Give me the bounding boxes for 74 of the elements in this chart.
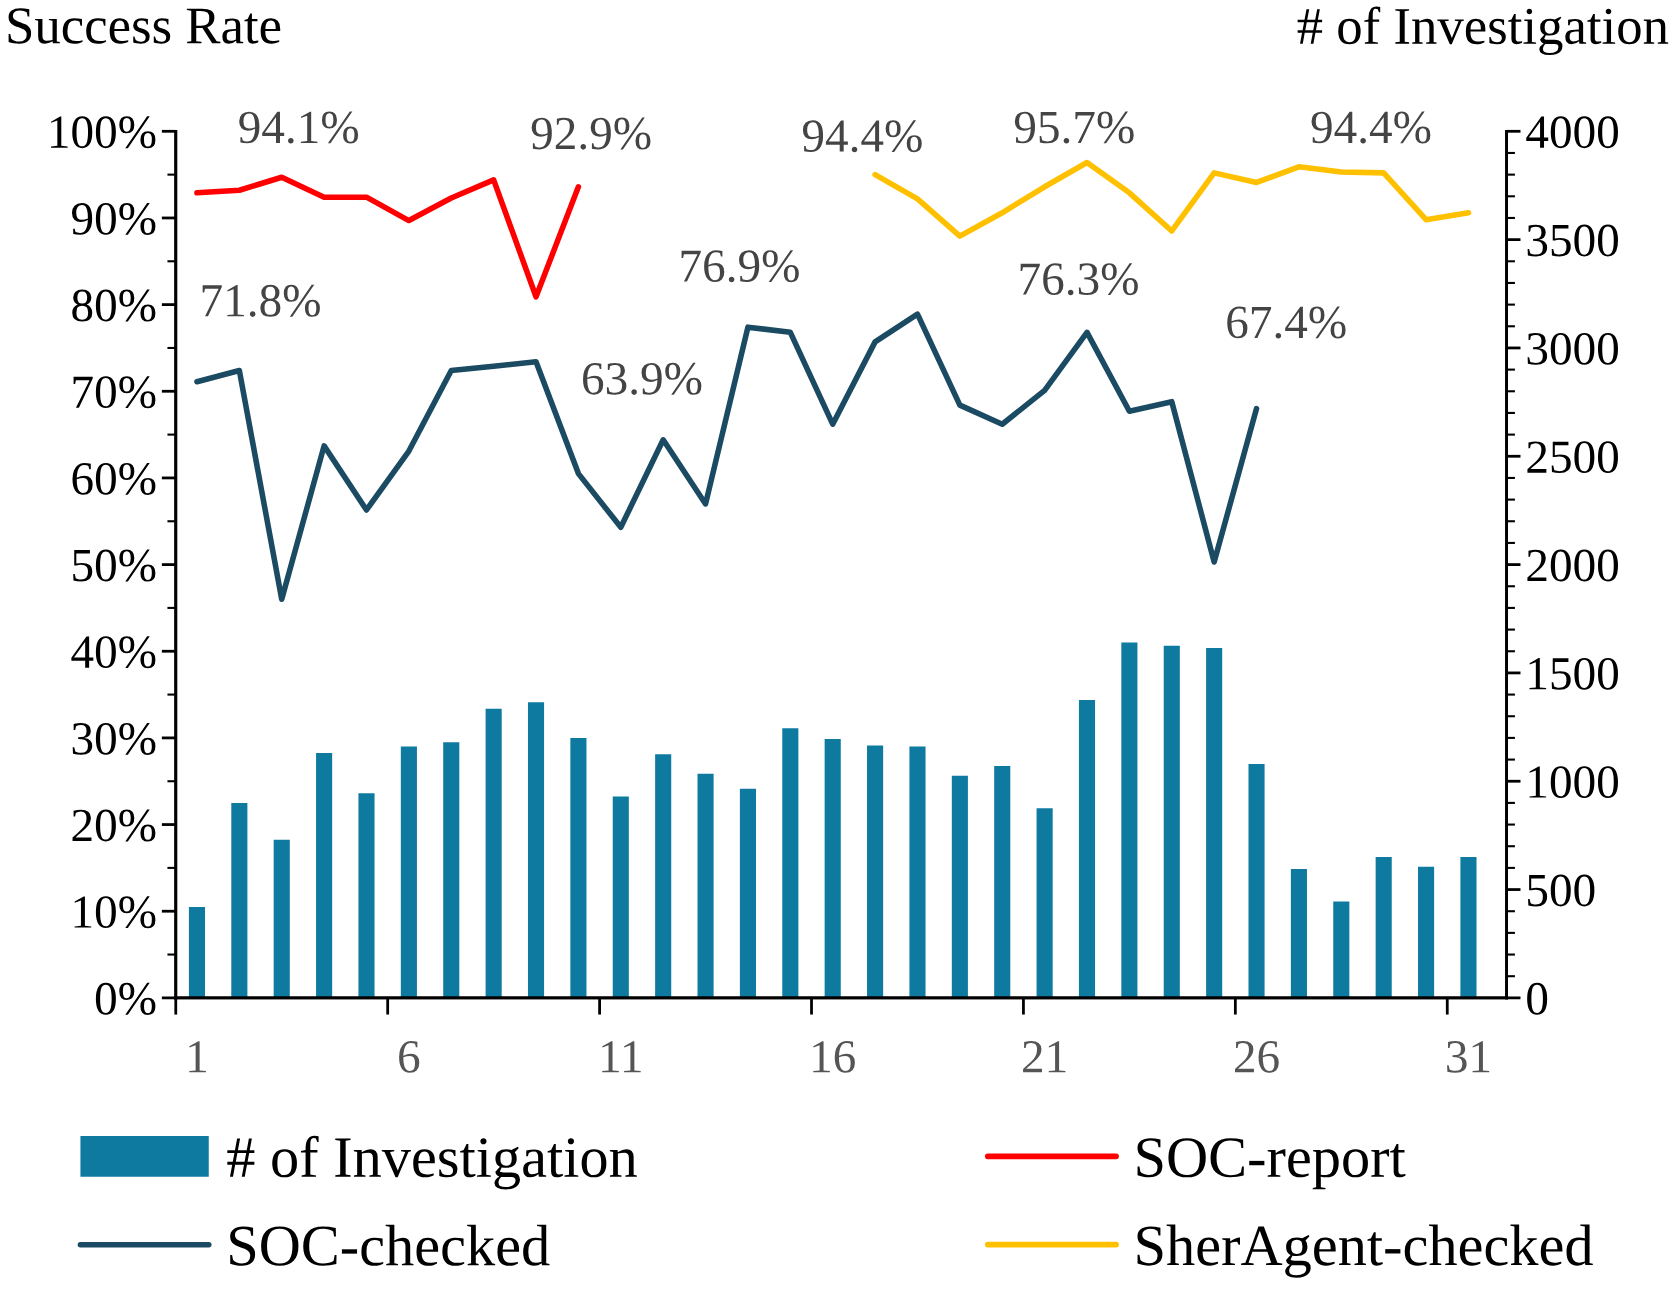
legend-label: SherAgent-checked [1137, 1224, 1593, 1278]
bar [231, 802, 248, 998]
y-tick-label: 20% [72, 809, 156, 842]
y2-tick-label: 2500 [1527, 441, 1618, 474]
bar [697, 773, 714, 998]
y2-tick-label: 1000 [1529, 766, 1618, 799]
bar [824, 738, 841, 998]
x-tick-label: 11 [602, 1041, 641, 1073]
y-tick-label: 40% [71, 636, 156, 669]
bar [400, 746, 417, 998]
annotation: 92.9% [531, 117, 651, 150]
y2-tick-label: 2000 [1527, 549, 1618, 582]
annotation: 76.3% [1020, 263, 1138, 296]
bar [1418, 866, 1435, 998]
bar [443, 742, 460, 998]
bar [1206, 648, 1223, 998]
y-tick-label: 100% [51, 116, 156, 149]
bar [867, 745, 884, 998]
y2-tick-label: 3000 [1527, 332, 1618, 365]
legend-label: # of Investigation [227, 1135, 637, 1190]
y-tick-label: 80% [72, 289, 156, 322]
bar [1290, 868, 1307, 998]
bar [1078, 699, 1096, 998]
y-tick-label: 0% [95, 982, 156, 1015]
bar [1036, 808, 1053, 998]
bar [739, 788, 756, 998]
bar [527, 702, 545, 998]
x-tick-label: 16 [813, 1041, 855, 1073]
annotation: 94.4% [802, 120, 922, 153]
y-tick-label: 60% [72, 462, 156, 495]
y2-tick-label: 0 [1527, 982, 1548, 1015]
y-tick-label: 50% [73, 549, 156, 582]
bar [316, 753, 333, 998]
y2-tick-label: 500 [1528, 874, 1595, 907]
bar [1248, 763, 1265, 998]
bar [273, 839, 290, 998]
bar [909, 746, 926, 998]
y-tick-label: 30% [72, 722, 156, 755]
bar [951, 775, 968, 998]
bar [612, 796, 629, 998]
bar [485, 708, 502, 998]
annotation: 95.7% [1014, 111, 1134, 144]
y2-tick-label: 4000 [1526, 116, 1618, 149]
x-tick-label: 21 [1023, 1041, 1066, 1073]
annotation: 94.4% [1311, 111, 1431, 144]
legend-label: SOC-report [1137, 1138, 1406, 1190]
bar [1375, 857, 1392, 998]
x-tick-label: 1 [189, 1041, 206, 1073]
annotation: 76.9% [681, 250, 799, 283]
x-tick-label: 31 [1447, 1041, 1490, 1073]
bar [1333, 901, 1350, 998]
y-axis-title: Success Rate [8, 8, 281, 44]
annotation: 71.8% [202, 284, 320, 317]
bar [782, 728, 799, 998]
bar [570, 737, 587, 998]
y2-tick-label: 1500 [1529, 657, 1618, 690]
bar [188, 906, 206, 998]
x-tick-label: 26 [1235, 1041, 1279, 1073]
y-tick-label: 10% [74, 896, 156, 929]
annotation: 63.9% [583, 362, 702, 395]
y2-tick-label: 3500 [1527, 224, 1618, 257]
bar [994, 766, 1011, 998]
bar [1163, 645, 1180, 998]
y-tick-label: 90% [71, 202, 156, 235]
bar [1460, 857, 1477, 998]
y2-axis-title: # of Investigation [1297, 6, 1669, 56]
y-tick-label: 70% [73, 376, 156, 409]
legend-label: SOC-checked [230, 1224, 550, 1266]
bar [358, 793, 375, 998]
bar [655, 754, 672, 998]
annotation: 67.4% [1227, 306, 1346, 339]
annotation: 94.1% [239, 111, 359, 144]
bar [1121, 642, 1138, 998]
x-tick-label: 6 [399, 1041, 420, 1073]
